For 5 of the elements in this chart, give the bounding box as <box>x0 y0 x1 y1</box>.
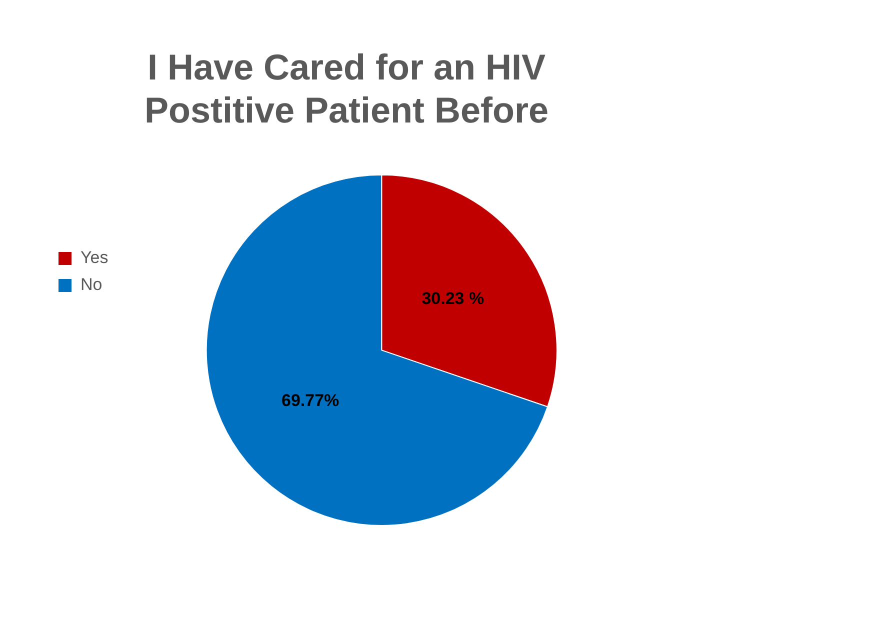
legend-label: Yes <box>80 248 108 268</box>
legend-label: No <box>80 275 102 294</box>
data-label: 30.23 % <box>422 288 484 308</box>
chart-title: I Have Cared for an HIV Postitive Patient Before <box>144 46 549 131</box>
data-label: 69.77% <box>282 390 340 410</box>
